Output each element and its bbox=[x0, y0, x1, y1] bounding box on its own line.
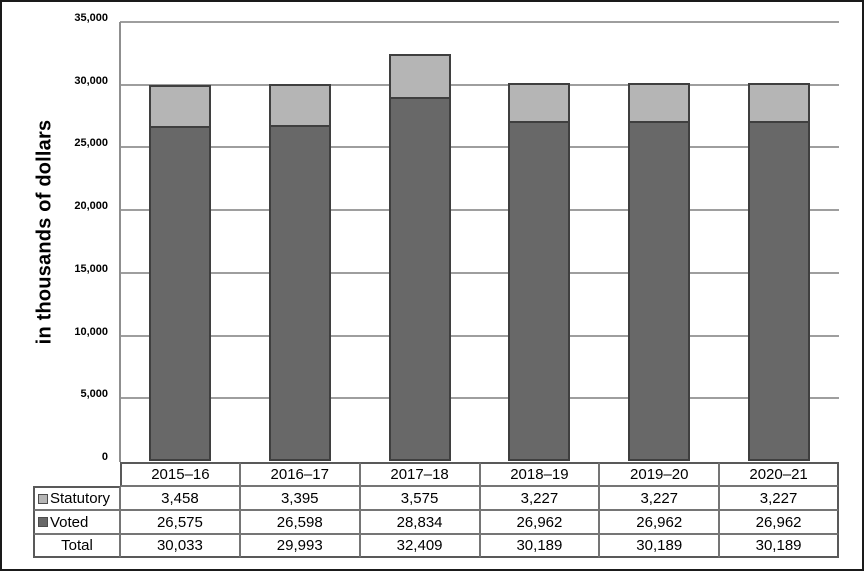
category-cell-2018-19: 2018–19 bbox=[479, 462, 600, 486]
value-cell-total-2015-16: 30,033 bbox=[120, 534, 240, 558]
y-tick-label-15-000: 15,000 bbox=[74, 263, 108, 275]
value-cell-voted-2015-16: 26,575 bbox=[120, 510, 240, 534]
bar-2019-20-voted bbox=[628, 123, 690, 461]
value-cell-statutory-2019-20: 3,227 bbox=[599, 486, 720, 510]
bar-2016-17 bbox=[269, 84, 331, 461]
value-cell-voted-2019-20: 26,962 bbox=[599, 510, 720, 534]
y-tick-label-25-000: 25,000 bbox=[74, 137, 108, 149]
value-cell-statutory-2017-18: 3,575 bbox=[359, 486, 480, 510]
bar-2018-19-statutory bbox=[508, 83, 570, 123]
voted-legend-label: Voted bbox=[50, 513, 89, 531]
value-cell-statutory-2016-17: 3,395 bbox=[239, 486, 360, 510]
value-cell-voted-2016-17: 26,598 bbox=[239, 510, 360, 534]
value-cell-total-2017-18: 32,409 bbox=[359, 534, 480, 558]
bar-2015-16 bbox=[149, 85, 211, 461]
value-cell-statutory-2018-19: 3,227 bbox=[479, 486, 600, 510]
gridline-15000 bbox=[120, 272, 839, 274]
bar-2020-21 bbox=[748, 83, 810, 461]
statutory-legend-label: Statutory bbox=[50, 490, 111, 507]
y-tick-label-35-000: 35,000 bbox=[74, 12, 108, 24]
value-cell-total-2016-17: 29,993 bbox=[239, 534, 360, 558]
bar-2015-16-statutory bbox=[149, 85, 211, 128]
category-cell-2020-21: 2020–21 bbox=[719, 462, 839, 486]
y-tick-label-0: 0 bbox=[101, 451, 108, 463]
value-cell-statutory-2020-21: 3,227 bbox=[719, 486, 839, 510]
bar-2017-18 bbox=[389, 54, 451, 461]
category-cell-2019-20: 2019–20 bbox=[599, 462, 720, 486]
table-corner-cell bbox=[33, 462, 120, 486]
value-cell-voted-2018-19: 26,962 bbox=[479, 510, 600, 534]
voted-legend-swatch bbox=[38, 517, 48, 527]
y-tick-label-30-000: 30,000 bbox=[74, 75, 108, 87]
y-tick-label-20-000: 20,000 bbox=[74, 200, 108, 212]
value-cell-total-2018-19: 30,189 bbox=[479, 534, 600, 558]
value-cell-total-2019-20: 30,189 bbox=[599, 534, 720, 558]
value-cell-voted-2017-18: 28,834 bbox=[359, 510, 480, 534]
bar-2018-19 bbox=[508, 83, 570, 461]
bar-2019-20-statutory bbox=[628, 83, 690, 123]
data-table: 2015–16 2016–17 2017–18 2018–19 2019–20 2020–… bbox=[33, 462, 839, 558]
y-tick-label-5-000: 5,000 bbox=[80, 388, 108, 400]
statutory-legend-swatch bbox=[38, 493, 48, 504]
legend-cell-statutory: Statutory bbox=[33, 486, 120, 510]
value-cell-total-2020-21: 30,189 bbox=[719, 534, 839, 558]
gridline-35000 bbox=[120, 21, 839, 23]
y-tick-label-10-000: 10,000 bbox=[74, 326, 108, 338]
gridline-30000 bbox=[120, 84, 839, 86]
category-cell-2016-17: 2016–17 bbox=[239, 462, 360, 486]
bar-2020-21-voted bbox=[748, 123, 810, 461]
bar-2015-16-voted bbox=[149, 128, 211, 461]
category-cell-2015-16: 2015–16 bbox=[120, 462, 240, 486]
bar-2018-19-voted bbox=[508, 123, 570, 461]
bar-2019-20 bbox=[628, 83, 690, 461]
value-cell-statutory-2015-16: 3,458 bbox=[120, 486, 240, 510]
gridline-25000 bbox=[120, 146, 839, 148]
gridline-10000 bbox=[120, 335, 839, 337]
bar-2020-21-statutory bbox=[748, 83, 810, 123]
total-label-cell: Total bbox=[33, 534, 120, 558]
category-cell-2017-18: 2017–18 bbox=[359, 462, 480, 486]
bar-2017-18-statutory bbox=[389, 54, 451, 99]
y-axis-line bbox=[119, 22, 121, 462]
gridline-5000 bbox=[120, 397, 839, 399]
gridline-20000 bbox=[120, 209, 839, 211]
bar-2017-18-voted bbox=[389, 99, 451, 461]
value-cell-voted-2020-21: 26,962 bbox=[719, 510, 839, 534]
legend-cell-voted: Voted bbox=[33, 510, 120, 534]
bar-2016-17-voted bbox=[269, 127, 331, 461]
plot-area bbox=[120, 21, 839, 461]
bar-2016-17-statutory bbox=[269, 84, 331, 127]
y-axis-title: in thousands of dollars bbox=[33, 119, 56, 345]
